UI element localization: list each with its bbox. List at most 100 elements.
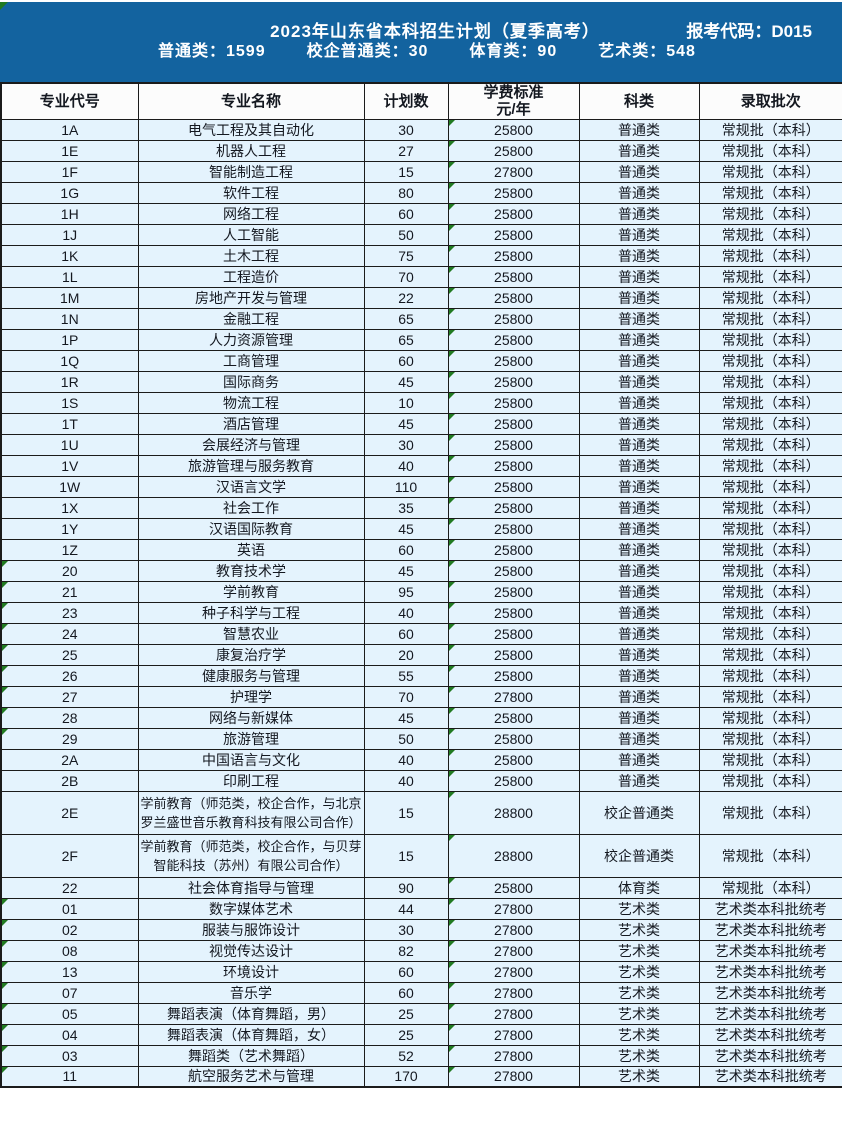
- major-code-cell[interactable]: 1S: [0, 391, 139, 414]
- major-name-cell[interactable]: 旅游管理: [137, 727, 365, 750]
- category-cell[interactable]: 普通类: [578, 517, 700, 540]
- batch-cell[interactable]: 艺术类本科批统考: [698, 1023, 842, 1046]
- batch-cell[interactable]: 常规批（本科）: [698, 538, 842, 561]
- plan-count-cell[interactable]: 55: [363, 664, 449, 687]
- major-code-cell[interactable]: 1F: [0, 160, 139, 183]
- tuition-cell[interactable]: 25800: [447, 433, 580, 456]
- tuition-cell[interactable]: 25800: [447, 286, 580, 309]
- major-name-cell[interactable]: 工商管理: [137, 349, 365, 372]
- plan-count-cell[interactable]: 95: [363, 580, 449, 603]
- tuition-cell[interactable]: 27800: [447, 160, 580, 183]
- plan-count-cell[interactable]: 45: [363, 412, 449, 435]
- major-code-cell[interactable]: 2F: [0, 833, 139, 878]
- major-code-cell[interactable]: 03: [0, 1044, 139, 1067]
- major-name-cell[interactable]: 国际商务: [137, 370, 365, 393]
- batch-cell[interactable]: 常规批（本科）: [698, 139, 842, 162]
- major-code-cell[interactable]: 1N: [0, 307, 139, 330]
- category-cell[interactable]: 普通类: [578, 475, 700, 498]
- category-cell[interactable]: 普通类: [578, 685, 700, 708]
- batch-cell[interactable]: 常规批（本科）: [698, 370, 842, 393]
- batch-cell[interactable]: 常规批（本科）: [698, 517, 842, 540]
- plan-count-cell[interactable]: 25: [363, 1002, 449, 1025]
- category-cell[interactable]: 普通类: [578, 433, 700, 456]
- tuition-cell[interactable]: 25800: [447, 664, 580, 687]
- batch-cell[interactable]: 常规批（本科）: [698, 160, 842, 183]
- category-cell[interactable]: 普通类: [578, 622, 700, 645]
- col-header-batch[interactable]: 录取批次: [698, 82, 842, 120]
- batch-cell[interactable]: 艺术类本科批统考: [698, 939, 842, 962]
- plan-count-cell[interactable]: 80: [363, 181, 449, 204]
- tuition-cell[interactable]: 25800: [447, 412, 580, 435]
- major-name-cell[interactable]: 健康服务与管理: [137, 664, 365, 687]
- major-code-cell[interactable]: 25: [0, 643, 139, 666]
- major-name-cell[interactable]: 人工智能: [137, 223, 365, 246]
- tuition-cell[interactable]: 25800: [447, 769, 580, 792]
- category-cell[interactable]: 普通类: [578, 118, 700, 141]
- major-code-cell[interactable]: 1X: [0, 496, 139, 519]
- category-cell[interactable]: 普通类: [578, 769, 700, 792]
- plan-count-cell[interactable]: 40: [363, 769, 449, 792]
- plan-count-cell[interactable]: 10: [363, 391, 449, 414]
- major-name-cell[interactable]: 网络与新媒体: [137, 706, 365, 729]
- batch-cell[interactable]: 常规批（本科）: [698, 833, 842, 878]
- major-code-cell[interactable]: 27: [0, 685, 139, 708]
- major-code-cell[interactable]: 1U: [0, 433, 139, 456]
- tuition-cell[interactable]: 25800: [447, 349, 580, 372]
- category-cell[interactable]: 艺术类: [578, 918, 700, 941]
- batch-cell[interactable]: 常规批（本科）: [698, 118, 842, 141]
- category-cell[interactable]: 普通类: [578, 601, 700, 624]
- tuition-cell[interactable]: 25800: [447, 876, 580, 899]
- major-code-cell[interactable]: 1T: [0, 412, 139, 435]
- major-name-cell[interactable]: 金融工程: [137, 307, 365, 330]
- tuition-cell[interactable]: 27800: [447, 1044, 580, 1067]
- major-name-cell[interactable]: 学前教育（师范类，校企合作，与北京罗兰盛世音乐教育科技有限公司合作）: [137, 790, 365, 835]
- batch-cell[interactable]: 常规批（本科）: [698, 454, 842, 477]
- major-code-cell[interactable]: 1J: [0, 223, 139, 246]
- batch-cell[interactable]: 常规批（本科）: [698, 223, 842, 246]
- major-code-cell[interactable]: 1G: [0, 181, 139, 204]
- major-code-cell[interactable]: 1A: [0, 118, 139, 141]
- major-name-cell[interactable]: 社会体育指导与管理: [137, 876, 365, 899]
- tuition-cell[interactable]: 25800: [447, 265, 580, 288]
- major-code-cell[interactable]: 29: [0, 727, 139, 750]
- major-code-cell[interactable]: 1Y: [0, 517, 139, 540]
- tuition-cell[interactable]: 25800: [447, 202, 580, 225]
- major-code-cell[interactable]: 13: [0, 960, 139, 983]
- major-name-cell[interactable]: 英语: [137, 538, 365, 561]
- plan-count-cell[interactable]: 60: [363, 538, 449, 561]
- plan-count-cell[interactable]: 45: [363, 517, 449, 540]
- major-code-cell[interactable]: 1E: [0, 139, 139, 162]
- tuition-cell[interactable]: 25800: [447, 496, 580, 519]
- tuition-cell[interactable]: 27800: [447, 1065, 580, 1088]
- category-cell[interactable]: 体育类: [578, 876, 700, 899]
- plan-count-cell[interactable]: 44: [363, 897, 449, 920]
- category-cell[interactable]: 艺术类: [578, 960, 700, 983]
- major-name-cell[interactable]: 音乐学: [137, 981, 365, 1004]
- major-code-cell[interactable]: 2A: [0, 748, 139, 771]
- major-name-cell[interactable]: 汉语言文学: [137, 475, 365, 498]
- major-code-cell[interactable]: 1M: [0, 286, 139, 309]
- category-cell[interactable]: 普通类: [578, 202, 700, 225]
- category-cell[interactable]: 校企普通类: [578, 790, 700, 835]
- major-name-cell[interactable]: 社会工作: [137, 496, 365, 519]
- plan-count-cell[interactable]: 45: [363, 370, 449, 393]
- category-cell[interactable]: 普通类: [578, 286, 700, 309]
- batch-cell[interactable]: 艺术类本科批统考: [698, 918, 842, 941]
- tuition-cell[interactable]: 27800: [447, 939, 580, 962]
- category-cell[interactable]: 普通类: [578, 391, 700, 414]
- batch-cell[interactable]: 常规批（本科）: [698, 202, 842, 225]
- major-code-cell[interactable]: 1P: [0, 328, 139, 351]
- plan-count-cell[interactable]: 45: [363, 706, 449, 729]
- plan-count-cell[interactable]: 15: [363, 160, 449, 183]
- batch-cell[interactable]: 常规批（本科）: [698, 349, 842, 372]
- major-name-cell[interactable]: 机器人工程: [137, 139, 365, 162]
- major-name-cell[interactable]: 智慧农业: [137, 622, 365, 645]
- category-cell[interactable]: 普通类: [578, 160, 700, 183]
- tuition-cell[interactable]: 25800: [447, 622, 580, 645]
- plan-count-cell[interactable]: 35: [363, 496, 449, 519]
- major-code-cell[interactable]: 07: [0, 981, 139, 1004]
- batch-cell[interactable]: 常规批（本科）: [698, 706, 842, 729]
- plan-count-cell[interactable]: 15: [363, 790, 449, 835]
- batch-cell[interactable]: 常规批（本科）: [698, 685, 842, 708]
- tuition-cell[interactable]: 27800: [447, 960, 580, 983]
